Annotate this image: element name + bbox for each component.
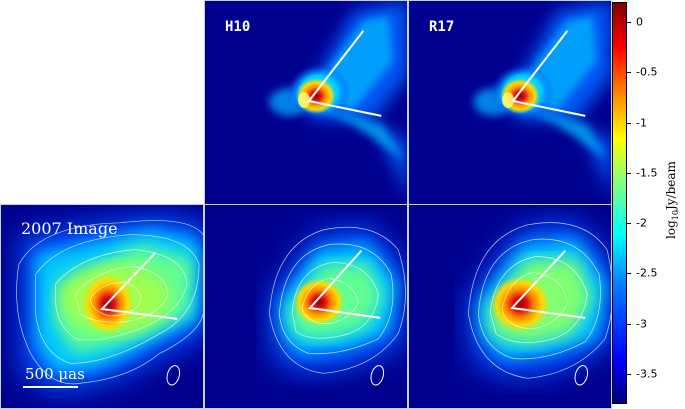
colorbar-tick bbox=[627, 223, 631, 225]
scale-bar bbox=[23, 386, 78, 388]
colorbar-tick-label: -2 bbox=[636, 216, 647, 230]
colorbar-tick-label: 0 bbox=[636, 15, 643, 29]
colorbar-tick-label: -1.5 bbox=[636, 166, 658, 180]
convolved-image bbox=[269, 224, 406, 386]
panel-label-r17: R17 bbox=[429, 19, 455, 35]
panel-h10-convolved bbox=[204, 204, 408, 409]
colorbar-tick-label: -0.5 bbox=[636, 65, 658, 79]
convolved-image bbox=[468, 219, 611, 386]
panel-r17-convolved bbox=[408, 204, 612, 409]
simulation-image bbox=[473, 1, 611, 197]
simulation-image bbox=[269, 1, 407, 197]
colorbar-tick bbox=[627, 22, 631, 24]
colorbar-tick-label: -1 bbox=[636, 116, 647, 130]
colorbar-tick bbox=[627, 323, 631, 325]
colorbar-tick bbox=[627, 273, 631, 275]
observation-image bbox=[16, 214, 203, 394]
colorbar-tick bbox=[627, 373, 631, 375]
colorbar bbox=[612, 2, 627, 404]
colorbar-tick bbox=[627, 122, 631, 124]
colorbar-tick-label: -3 bbox=[636, 317, 647, 331]
panel-label-2007-image: 2007 Image bbox=[21, 219, 118, 238]
colorbar-tick-label: -2.5 bbox=[636, 266, 658, 280]
panel-2007-image: 2007 Image 500 μas bbox=[0, 204, 204, 409]
scale-bar-label: 500 μas bbox=[25, 365, 85, 383]
colorbar-title: log10Jy/beam bbox=[663, 161, 681, 239]
panel-label-h10: H10 bbox=[225, 19, 251, 35]
colorbar-tick bbox=[627, 172, 631, 174]
panel-r17-simulation: R17 bbox=[408, 0, 612, 205]
colorbar-tick-label: -3.5 bbox=[636, 367, 658, 381]
panel-h10-simulation: H10 bbox=[204, 0, 408, 205]
colorbar-tick bbox=[627, 72, 631, 74]
